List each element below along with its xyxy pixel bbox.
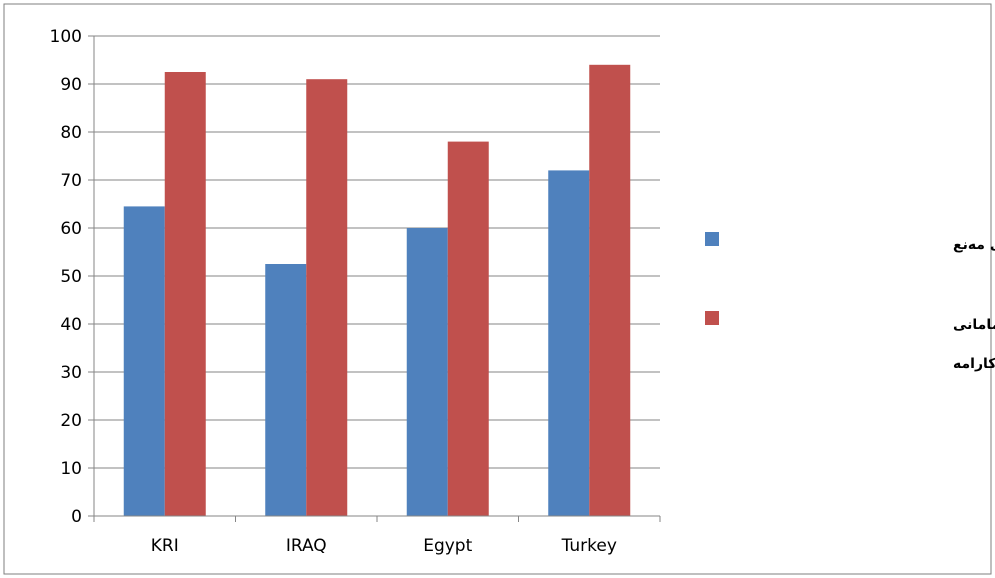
- bar-iraq-series-1: [265, 264, 307, 516]
- legend-swatch-series-1: [705, 232, 719, 246]
- x-tick-labels: KRI IRAQ Egypt Turkey: [151, 536, 617, 556]
- bar-kri-series-2: [164, 72, 206, 516]
- bar-iraq-series-2: [306, 79, 348, 516]
- y-tick-label: 10: [60, 459, 82, 479]
- y-tick-label: 80: [60, 123, 82, 143]
- bar-turkey-series-1: [548, 170, 590, 516]
- bar-egypt-series-2: [447, 141, 489, 516]
- x-tick-label: Turkey: [561, 536, 617, 556]
- y-tick-label: 30: [60, 363, 82, 383]
- axes: [88, 35, 661, 522]
- y-tick-label: 100: [50, 27, 82, 47]
- bar-kri-series-1: [123, 206, 165, 516]
- x-tick-label: Egypt: [423, 536, 472, 556]
- y-tick-labels: 0 10 20 30 40 50 60 70 80 90 100: [50, 27, 82, 527]
- bar-turkey-series-2: [589, 64, 631, 517]
- y-tick-label: 90: [60, 75, 82, 95]
- y-tick-label: 0: [71, 507, 82, 527]
- legend-label-series-1: ڕێژەی بەکارهێنانی مەنع: [953, 237, 995, 253]
- y-tick-label: 50: [60, 267, 82, 287]
- legend-swatch-series-2: [705, 311, 719, 325]
- bar-egypt-series-1: [406, 228, 448, 516]
- x-tick-label: IRAQ: [286, 536, 327, 556]
- legend-label-series-2: منداڵبوون لەسەر دەستی مامانی: [953, 315, 995, 333]
- bars: [123, 64, 631, 517]
- y-tick-label: 40: [60, 315, 82, 335]
- x-tick-label: KRI: [151, 536, 179, 556]
- y-tick-label: 20: [60, 411, 82, 431]
- legend: ڕێژەی بەکارهێنانی مەنع منداڵبوون لەسەر دە…: [705, 232, 995, 372]
- legend-label-series-2: کارامە: [953, 356, 995, 372]
- y-tick-label: 60: [60, 219, 82, 239]
- y-tick-label: 70: [60, 171, 82, 191]
